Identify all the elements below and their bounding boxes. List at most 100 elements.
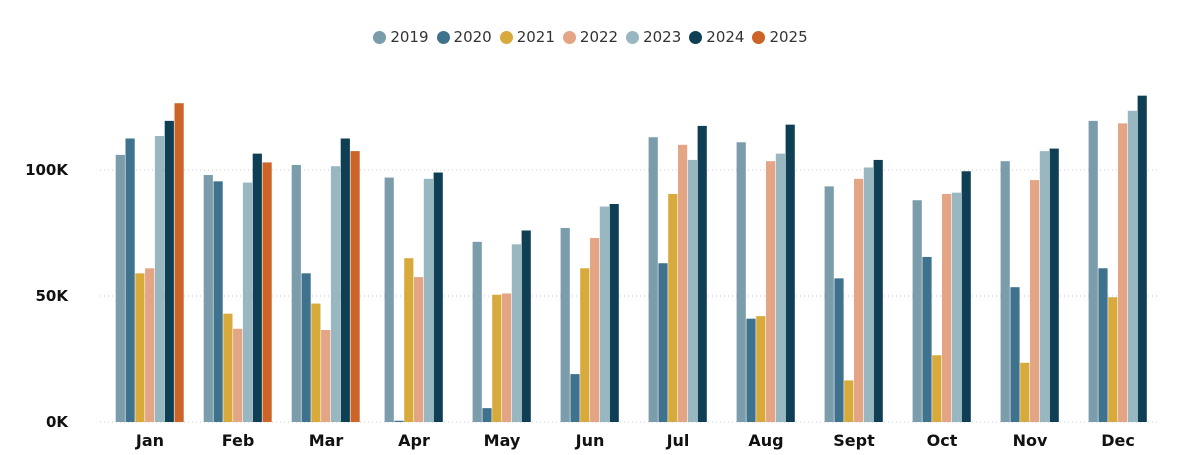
bar-may-2021[interactable] [492, 294, 502, 422]
bar-mar-2019[interactable] [291, 164, 301, 422]
bar-jul-2020[interactable] [658, 263, 668, 422]
bar-dec-2021[interactable] [1108, 297, 1118, 422]
bar-jan-2023[interactable] [154, 135, 165, 423]
bar-aug-2020[interactable] [746, 318, 756, 422]
legend-item-2020[interactable]: 2020 [436, 28, 492, 46]
bar-jan-2025[interactable] [174, 103, 184, 422]
bar-mar-2025[interactable] [350, 151, 360, 422]
legend-label: 2021 [516, 28, 555, 46]
bar-oct-2024[interactable] [961, 171, 971, 422]
bar-mar-2023[interactable] [330, 166, 341, 422]
bar-aug-2019[interactable] [736, 142, 746, 422]
bar-feb-2021[interactable] [223, 313, 233, 422]
bar-mar-2022[interactable] [321, 330, 331, 422]
bar-apr-2022[interactable] [414, 277, 424, 422]
x-tick-label: Oct [927, 431, 958, 450]
bar-apr-2024[interactable] [433, 172, 443, 422]
bar-may-2020[interactable] [482, 408, 492, 422]
legend-item-2025[interactable]: 2025 [752, 28, 808, 46]
x-tick-label: Mar [309, 431, 344, 450]
bar-nov-2020[interactable] [1010, 287, 1020, 422]
bar-aug-2024[interactable] [785, 124, 795, 422]
bar-oct-2020[interactable] [922, 256, 932, 422]
bar-jun-2020[interactable] [570, 374, 580, 422]
x-tick-label: Jun [575, 431, 605, 450]
x-tick-label: Jul [666, 431, 690, 450]
legend-item-2024[interactable]: 2024 [689, 28, 744, 46]
bar-dec-2019[interactable] [1088, 120, 1098, 423]
bar-feb-2020[interactable] [213, 181, 223, 422]
legend-item-2021[interactable]: 2021 [499, 28, 555, 46]
bar-dec-2020[interactable] [1098, 268, 1108, 422]
bar-jan-2021[interactable] [135, 273, 145, 422]
bar-feb-2024[interactable] [252, 153, 262, 422]
bar-mar-2020[interactable] [301, 273, 311, 422]
legend-swatch [562, 30, 576, 44]
bar-jan-2020[interactable] [125, 138, 135, 423]
bar-jun-2019[interactable] [560, 227, 570, 422]
legend-swatch [373, 30, 387, 44]
bar-apr-2019[interactable] [384, 177, 394, 422]
bar-sept-2019[interactable] [824, 186, 834, 422]
bar-dec-2023[interactable] [1127, 110, 1137, 422]
bar-sept-2022[interactable] [854, 178, 864, 422]
legend-label: 2025 [769, 28, 808, 46]
x-tick-label: Sept [833, 431, 875, 450]
bar-nov-2022[interactable] [1030, 180, 1040, 422]
bar-jul-2023[interactable] [687, 159, 697, 423]
bar-sept-2024[interactable] [873, 159, 883, 423]
bar-jan-2022[interactable] [145, 268, 155, 422]
legend-item-2019[interactable]: 2019 [373, 28, 429, 46]
bar-aug-2022[interactable] [766, 161, 776, 422]
legend-item-2023[interactable]: 2023 [626, 28, 681, 46]
bar-feb-2022[interactable] [233, 328, 243, 422]
bar-jun-2021[interactable] [580, 268, 590, 422]
chart-legend: 2019 2020 2021 2022 2023 2024 2025 [0, 28, 1181, 46]
bar-nov-2024[interactable] [1049, 148, 1059, 422]
legend-swatch [436, 30, 450, 44]
bar-mar-2024[interactable] [340, 138, 350, 423]
legend-item-2022[interactable]: 2022 [562, 28, 618, 46]
bar-may-2022[interactable] [502, 293, 512, 422]
bar-may-2024[interactable] [521, 230, 531, 422]
bar-oct-2022[interactable] [942, 193, 952, 422]
bar-may-2023[interactable] [511, 244, 521, 422]
bar-feb-2019[interactable] [203, 175, 213, 422]
legend-label: 2020 [453, 28, 492, 46]
bar-aug-2023[interactable] [775, 153, 785, 422]
bar-jan-2019[interactable] [115, 154, 125, 422]
bar-jun-2023[interactable] [599, 206, 609, 422]
bar-nov-2021[interactable] [1020, 362, 1030, 422]
legend-label: 2024 [706, 28, 745, 46]
bar-sept-2020[interactable] [834, 278, 844, 422]
bar-feb-2025[interactable] [262, 162, 272, 422]
bar-mar-2021[interactable] [311, 303, 321, 422]
bar-jul-2021[interactable] [668, 193, 678, 422]
bar-jul-2019[interactable] [648, 137, 658, 423]
bar-apr-2023[interactable] [423, 178, 433, 422]
bar-oct-2023[interactable] [951, 192, 961, 422]
x-tick-label: Jan [135, 431, 164, 450]
bar-dec-2022[interactable] [1118, 123, 1128, 422]
bar-dec-2024[interactable] [1137, 95, 1147, 422]
bar-may-2019[interactable] [472, 241, 482, 422]
bar-jan-2024[interactable] [164, 120, 174, 423]
bar-oct-2019[interactable] [912, 200, 922, 422]
bar-nov-2023[interactable] [1039, 151, 1049, 422]
bar-aug-2021[interactable] [756, 316, 766, 422]
bar-feb-2023[interactable] [242, 182, 253, 422]
bar-sept-2023[interactable] [863, 167, 873, 422]
bar-jul-2022[interactable] [678, 144, 688, 423]
bar-nov-2019[interactable] [1000, 161, 1010, 422]
bar-jul-2024[interactable] [697, 125, 707, 423]
bar-apr-2021[interactable] [404, 258, 414, 422]
x-tick-label: Dec [1101, 431, 1135, 450]
bar-oct-2021[interactable] [932, 355, 942, 422]
bar-sept-2021[interactable] [844, 380, 854, 422]
bar-apr-2020[interactable] [394, 420, 404, 422]
bar-jun-2022[interactable] [590, 238, 600, 422]
legend-swatch [499, 30, 513, 44]
bar-jun-2024[interactable] [609, 204, 619, 422]
